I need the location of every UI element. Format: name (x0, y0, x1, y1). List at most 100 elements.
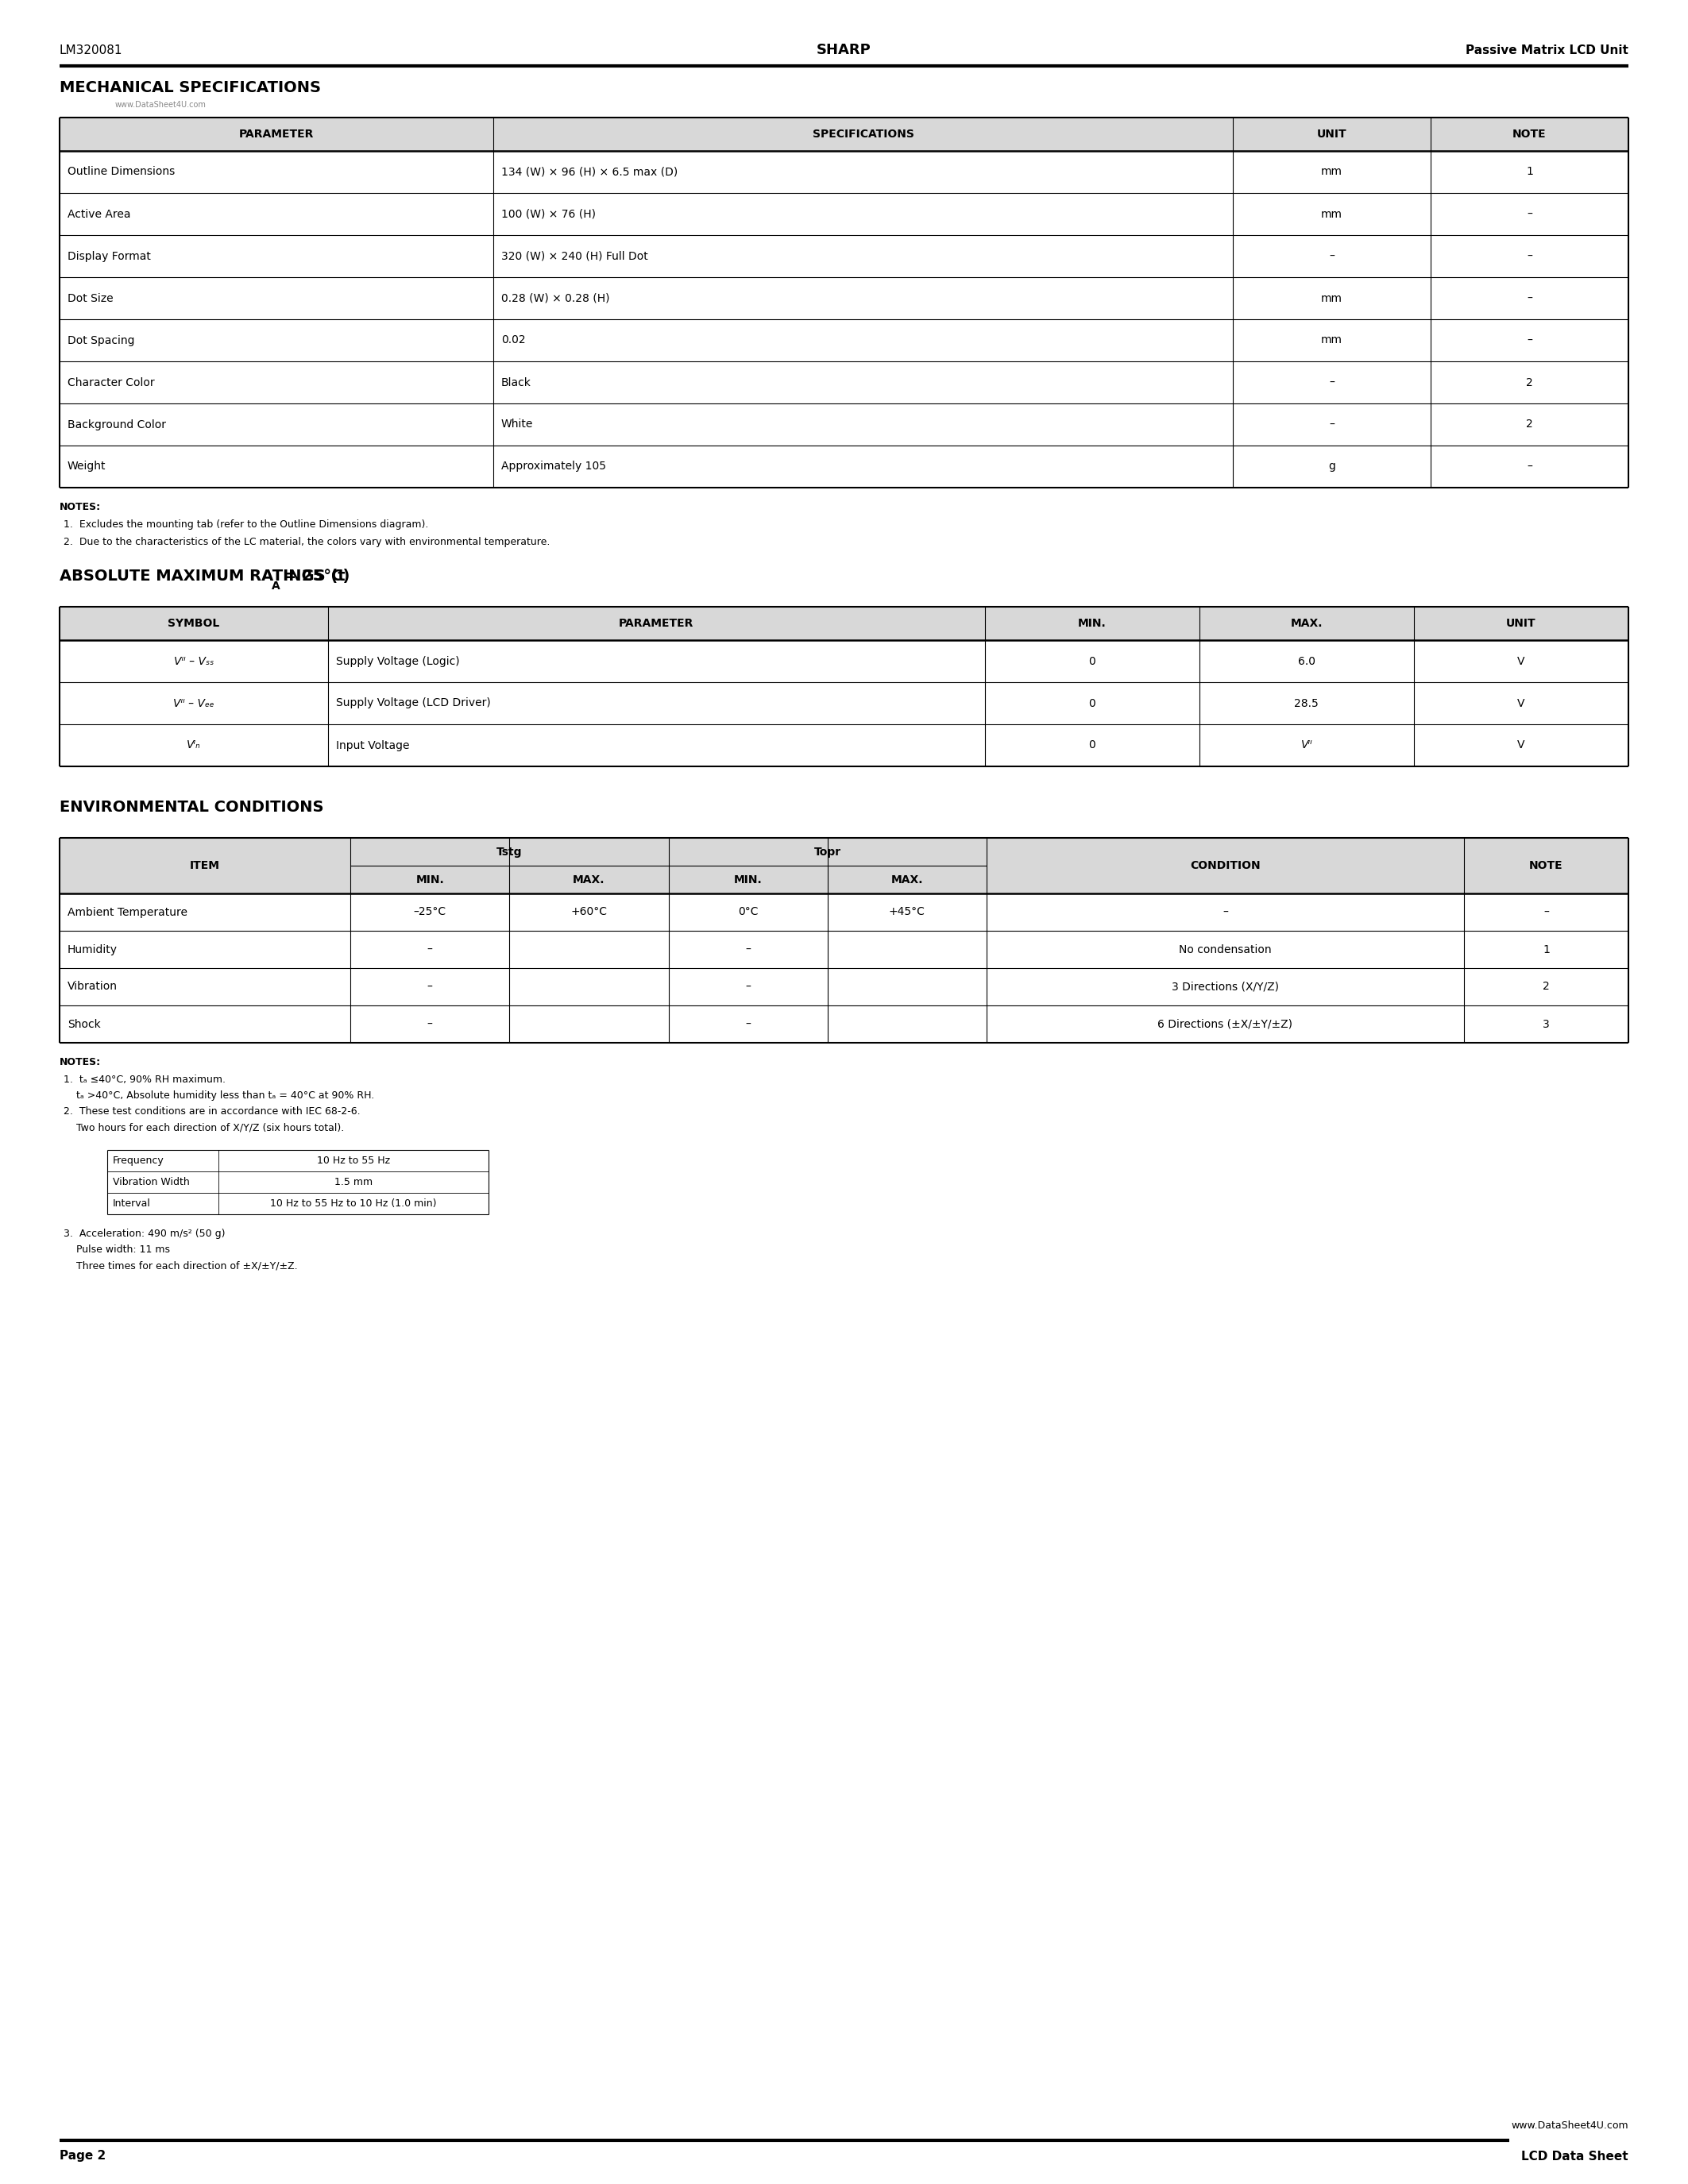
Bar (59, 607, 1629, 640)
Text: SPECIFICATIONS: SPECIFICATIONS (812, 129, 913, 140)
Text: UNIT: UNIT (1506, 618, 1536, 629)
Text: tₐ >40°C, Absolute humidity less than tₐ = 40°C at 90% RH.: tₐ >40°C, Absolute humidity less than tₐ… (64, 1090, 375, 1101)
Text: Three times for each direction of ±X/±Y/±Z.: Three times for each direction of ±X/±Y/… (64, 1260, 297, 1271)
Text: Input Voltage: Input Voltage (336, 740, 408, 751)
Text: V: V (1518, 740, 1524, 751)
Text: NOTES:: NOTES: (59, 502, 101, 513)
Text: –: – (746, 981, 751, 992)
Text: Active Area: Active Area (68, 207, 130, 221)
Text: Display Format: Display Format (68, 251, 150, 262)
Text: –: – (1528, 334, 1533, 345)
Text: 100 (W) × 76 (H): 100 (W) × 76 (H) (501, 207, 596, 221)
Text: 1.  Excludes the mounting tab (refer to the Outline Dimensions diagram).: 1. Excludes the mounting tab (refer to t… (64, 520, 429, 531)
Text: A: A (272, 581, 280, 592)
Text: Tstg: Tstg (496, 845, 522, 858)
Text: Vᴵᴵ: Vᴵᴵ (1301, 740, 1313, 751)
Text: Approximately 105: Approximately 105 (501, 461, 606, 472)
Text: 3 Directions (X/Y/Z): 3 Directions (X/Y/Z) (1171, 981, 1280, 992)
Text: –: – (1528, 293, 1533, 304)
Text: Dot Spacing: Dot Spacing (68, 334, 135, 345)
Text: –: – (1328, 251, 1335, 262)
Text: –: – (1528, 207, 1533, 221)
Text: 3.  Acceleration: 490 m/s² (50 g): 3. Acceleration: 490 m/s² (50 g) (64, 1230, 225, 1238)
Text: www.DataSheet4U.com: www.DataSheet4U.com (115, 100, 206, 109)
Text: NOTES:: NOTES: (59, 1057, 101, 1068)
Text: MIN.: MIN. (1079, 618, 1106, 629)
Text: NOTE: NOTE (1529, 860, 1563, 871)
Text: Passive Matrix LCD Unit: Passive Matrix LCD Unit (1465, 44, 1629, 57)
Text: Vᴵᴵ – Vₑₑ: Vᴵᴵ – Vₑₑ (174, 697, 214, 710)
Text: +45°C: +45°C (890, 906, 925, 917)
Text: mm: mm (1322, 166, 1342, 177)
Text: LM320081: LM320081 (59, 44, 123, 57)
Text: 10 Hz to 55 Hz to 10 Hz (1.0 min): 10 Hz to 55 Hz to 10 Hz (1.0 min) (270, 1199, 437, 1208)
Text: Character Color: Character Color (68, 378, 155, 389)
Text: 2: 2 (1543, 981, 1550, 992)
Text: Supply Voltage (Logic): Supply Voltage (Logic) (336, 655, 459, 666)
Text: Weight: Weight (68, 461, 106, 472)
Text: 6 Directions (±X/±Y/±Z): 6 Directions (±X/±Y/±Z) (1158, 1018, 1293, 1029)
Text: –25°C: –25°C (414, 906, 446, 917)
Text: –: – (1328, 378, 1335, 389)
Text: ITEM: ITEM (189, 860, 219, 871)
Text: MAX.: MAX. (891, 874, 923, 885)
Text: mm: mm (1322, 293, 1342, 304)
Text: LCD Data Sheet: LCD Data Sheet (1521, 2151, 1629, 2162)
Text: Vᴵᴵ – Vₛₛ: Vᴵᴵ – Vₛₛ (174, 655, 214, 666)
Text: PARAMETER: PARAMETER (619, 618, 694, 629)
Text: www.DataSheet4U.com: www.DataSheet4U.com (1511, 2121, 1629, 2132)
Text: Two hours for each direction of X/Y/Z (six hours total).: Two hours for each direction of X/Y/Z (s… (64, 1123, 344, 1133)
Text: Shock: Shock (68, 1018, 101, 1029)
Text: SHARP: SHARP (817, 44, 871, 57)
Text: 0: 0 (1089, 655, 1096, 666)
Text: Black: Black (501, 378, 532, 389)
Text: ABSOLUTE MAXIMUM RATINGS (t: ABSOLUTE MAXIMUM RATINGS (t (59, 570, 346, 583)
Text: –: – (1222, 906, 1227, 917)
Text: 0: 0 (1089, 697, 1096, 710)
Text: MIN.: MIN. (734, 874, 763, 885)
Text: 3: 3 (1543, 1018, 1550, 1029)
Text: Frequency: Frequency (113, 1155, 164, 1166)
Text: –: – (1328, 419, 1335, 430)
Text: 134 (W) × 96 (H) × 6.5 max (D): 134 (W) × 96 (H) × 6.5 max (D) (501, 166, 677, 177)
Text: Interval: Interval (113, 1199, 150, 1208)
Text: 2.  These test conditions are in accordance with IEC 68-2-6.: 2. These test conditions are in accordan… (64, 1107, 360, 1116)
Text: SYMBOL: SYMBOL (167, 618, 219, 629)
Text: White: White (501, 419, 533, 430)
Text: CONDITION: CONDITION (1190, 860, 1261, 871)
Text: Vibration: Vibration (68, 981, 118, 992)
Text: 6.0: 6.0 (1298, 655, 1315, 666)
Text: 320 (W) × 240 (H) Full Dot: 320 (W) × 240 (H) Full Dot (501, 251, 648, 262)
Text: –: – (427, 1018, 432, 1029)
Text: UNIT: UNIT (1317, 129, 1347, 140)
Text: Dot Size: Dot Size (68, 293, 113, 304)
Bar (59, 839, 1629, 893)
Text: 0.02: 0.02 (501, 334, 525, 345)
Text: 1: 1 (1543, 943, 1550, 954)
Text: –: – (427, 981, 432, 992)
Text: 1.  tₐ ≤40°C, 90% RH maximum.: 1. tₐ ≤40°C, 90% RH maximum. (64, 1075, 226, 1085)
Text: 0°C: 0°C (738, 906, 758, 917)
Text: Topr: Topr (814, 845, 841, 858)
Bar (59, 118, 1629, 151)
Text: V: V (1518, 697, 1524, 710)
Text: V: V (1518, 655, 1524, 666)
Text: 28.5: 28.5 (1295, 697, 1318, 710)
Text: mm: mm (1322, 207, 1342, 221)
Text: +60°C: +60°C (571, 906, 608, 917)
Text: NOTE: NOTE (1512, 129, 1546, 140)
Text: mm: mm (1322, 334, 1342, 345)
Text: MAX.: MAX. (572, 874, 604, 885)
Text: Humidity: Humidity (68, 943, 118, 954)
Text: = 25°C): = 25°C) (279, 570, 349, 583)
Text: Vᴵₙ: Vᴵₙ (187, 740, 201, 751)
Text: –: – (1528, 251, 1533, 262)
Text: 1: 1 (1526, 166, 1533, 177)
Text: Supply Voltage (LCD Driver): Supply Voltage (LCD Driver) (336, 697, 491, 710)
Text: MECHANICAL SPECIFICATIONS: MECHANICAL SPECIFICATIONS (59, 81, 321, 94)
Text: PARAMETER: PARAMETER (240, 129, 314, 140)
Text: Ambient Temperature: Ambient Temperature (68, 906, 187, 917)
Text: Outline Dimensions: Outline Dimensions (68, 166, 176, 177)
Text: MAX.: MAX. (1291, 618, 1323, 629)
Text: Pulse width: 11 ms: Pulse width: 11 ms (64, 1245, 170, 1256)
